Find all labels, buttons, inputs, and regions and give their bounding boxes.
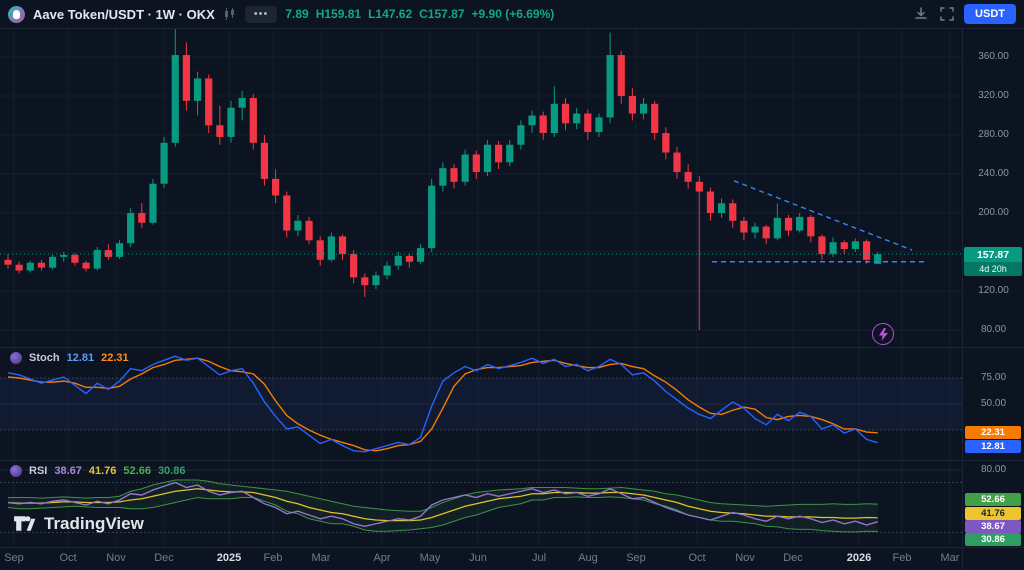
time-axis-label: Mar [311, 552, 331, 564]
axis-tick-label: 320.00 [978, 90, 1009, 101]
time-axis-label: Feb [892, 552, 912, 564]
stoch-k-badge: 12.81 [965, 440, 1021, 453]
rsi-upper-badge: 52.66 [965, 493, 1021, 506]
ohlc-close: C157.87 [419, 7, 465, 21]
rsi-lower-value: 30.86 [157, 465, 186, 477]
time-axis-label: Nov [735, 552, 755, 564]
time-axis-label: Sep [4, 552, 24, 564]
time-axis-label: Sep [626, 552, 646, 564]
time-axis-label: Oct [688, 552, 706, 564]
ohlc-open: 7.89 [285, 7, 309, 21]
time-axis-label: Apr [373, 552, 391, 564]
rsi-badge: 38.67 [965, 520, 1021, 533]
price-axis[interactable]: 360.00320.00280.00240.00200.00160.00120.… [963, 28, 1024, 547]
ohlc-change: +9.90 (+6.69%) [471, 7, 555, 21]
axis-tick-label: 240.00 [978, 168, 1009, 179]
rsi-ma-value: 41.76 [88, 465, 117, 477]
axis-tick-label: 50.00 [980, 398, 1007, 409]
rsi-upper-value: 52.66 [123, 465, 151, 477]
time-axis-label: Dec [783, 552, 803, 564]
axis-tick-label: 75.00 [980, 372, 1007, 383]
rsi-label[interactable]: RSI [29, 465, 48, 477]
axis-tick-label: 120.00 [978, 285, 1009, 296]
time-axis-label: 2026 [846, 552, 872, 564]
time-axis-label: Nov [106, 552, 126, 564]
time-axis-label: Dec [154, 552, 174, 564]
time-axis-label: May [419, 552, 441, 564]
axis-tick-label: 200.00 [978, 207, 1009, 218]
rsi-lower-badge: 30.86 [965, 533, 1021, 546]
axis-tick-label: 80.00 [980, 464, 1007, 475]
time-axis-label: 2025 [216, 552, 242, 564]
download-icon[interactable] [912, 5, 930, 23]
stoch-indicator-icon[interactable] [10, 352, 22, 364]
aave-logo-icon [8, 5, 25, 23]
stoch-pane-divider[interactable] [0, 347, 1024, 348]
toolbar: Aave Token/USDT · 1W · OKX ••• 7.89 H159… [0, 0, 1024, 28]
current-price: 157.87 [976, 249, 1010, 261]
price-axis-divider [962, 28, 963, 570]
stoch-legend: Stoch 12.81 22.31 [10, 352, 129, 364]
rsi-value: 38.67 [54, 465, 82, 477]
time-axis-label: Feb [263, 552, 283, 564]
rsi-legend: RSI 38.67 41.76 52.66 30.86 [10, 465, 185, 477]
stoch-d-badge: 22.31 [965, 426, 1021, 439]
ohlc-values: 7.89 H159.81 L147.62 C157.87 +9.90 (+6.6… [285, 7, 554, 21]
time-axis-label: Oct [59, 552, 77, 564]
tradingview-logo-icon [14, 516, 36, 531]
current-price-badge: 157.87 4d 20h [964, 247, 1022, 276]
time-axis-label: Mar [940, 552, 960, 564]
rsi-pane-divider[interactable] [0, 460, 1024, 461]
ohlc-high: H159.81 [315, 7, 362, 21]
bar-countdown: 4d 20h [964, 262, 1022, 276]
axis-tick-label: 280.00 [978, 129, 1009, 140]
axis-tick-label: 80.00 [980, 324, 1007, 335]
currency-toggle-button[interactable]: USDT [964, 4, 1016, 24]
stoch-label[interactable]: Stoch [29, 352, 60, 364]
more-options-icon[interactable]: ••• [244, 5, 278, 23]
rsi-indicator-icon[interactable] [10, 465, 22, 477]
tradingview-watermark[interactable]: TradingView [12, 511, 144, 536]
time-axis-label: Jun [469, 552, 487, 564]
chart-type-icon[interactable] [223, 7, 237, 21]
symbol-title[interactable]: Aave Token/USDT · 1W · OKX [33, 6, 215, 22]
fullscreen-icon[interactable] [938, 5, 956, 23]
stoch-d-value: 22.31 [101, 352, 129, 364]
axis-tick-label: 360.00 [978, 51, 1009, 62]
rsi-ma-badge: 41.76 [965, 507, 1021, 520]
time-axis-label: Jul [531, 552, 547, 564]
time-axis-divider [0, 547, 1024, 548]
time-axis-label: Aug [578, 552, 598, 564]
lightning-icon[interactable] [872, 323, 894, 345]
toolbar-divider [0, 28, 1024, 29]
stoch-k-value: 12.81 [66, 352, 95, 364]
tradingview-watermark-text: TradingView [44, 513, 144, 533]
time-axis[interactable]: Sep Oct Nov Dec 2025 Feb Mar Apr May Jun Jul Aug Sep… [0, 548, 962, 570]
ohlc-low: L147.62 [368, 7, 413, 21]
